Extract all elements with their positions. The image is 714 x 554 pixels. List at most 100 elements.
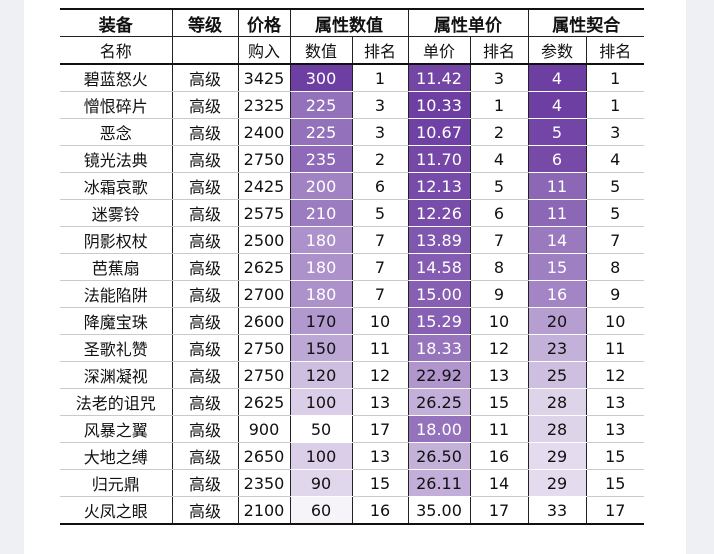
cell-value: 150 xyxy=(290,334,353,362)
cell-price: 2750 xyxy=(238,361,291,389)
header-row-top: 装备 等级 价格 属性数值 属性单价 属性契合 xyxy=(60,8,644,37)
cell-grade: 高级 xyxy=(172,280,239,308)
subheader-value-rank: 排名 xyxy=(352,36,409,65)
subheader-grade xyxy=(172,36,239,65)
table-row: 大地之缚 高级 2650 100 13 26.50 16 29 15 xyxy=(60,442,644,470)
cell-price: 2600 xyxy=(238,307,291,335)
cell-price: 2625 xyxy=(238,388,291,416)
table-row: 深渊凝视 高级 2750 120 12 22.92 13 25 12 xyxy=(60,361,644,389)
cell-value: 210 xyxy=(290,199,353,227)
table-row: 迷雾铃 高级 2575 210 5 12.26 6 11 5 xyxy=(60,199,644,227)
cell-value: 100 xyxy=(290,442,353,470)
cell-param-rank: 7 xyxy=(586,226,644,254)
cell-value-rank: 13 xyxy=(352,442,409,470)
table-row: 圣歌礼赞 高级 2750 150 11 18.33 12 23 11 xyxy=(60,334,644,362)
cell-unit-price: 15.29 xyxy=(408,307,471,335)
cell-param: 15 xyxy=(528,253,587,281)
subheader-unit-price: 单价 xyxy=(408,36,471,65)
cell-price: 2575 xyxy=(238,199,291,227)
cell-value-rank: 13 xyxy=(352,388,409,416)
cell-param-rank: 12 xyxy=(586,361,644,389)
cell-unit-price: 14.58 xyxy=(408,253,471,281)
cell-grade: 高级 xyxy=(172,496,239,525)
table-row: 冰霜哀歌 高级 2425 200 6 12.13 5 11 5 xyxy=(60,172,644,200)
cell-unit-rank: 10 xyxy=(470,307,529,335)
header-attr-value: 属性数值 xyxy=(290,8,409,37)
cell-unit-rank: 2 xyxy=(470,118,529,146)
cell-param: 14 xyxy=(528,226,587,254)
cell-name: 碧蓝怒火 xyxy=(60,64,173,92)
table-row: 火凤之眼 高级 2100 60 16 35.00 17 33 17 xyxy=(60,496,644,525)
cell-value: 120 xyxy=(290,361,353,389)
cell-value-rank: 1 xyxy=(352,64,409,92)
cell-unit-rank: 5 xyxy=(470,172,529,200)
cell-value-rank: 16 xyxy=(352,496,409,525)
cell-param-rank: 9 xyxy=(586,280,644,308)
cell-unit-price: 26.25 xyxy=(408,388,471,416)
cell-param: 29 xyxy=(528,469,587,497)
cell-price: 2650 xyxy=(238,442,291,470)
cell-name: 恶念 xyxy=(60,118,173,146)
cell-unit-price: 22.92 xyxy=(408,361,471,389)
cell-price: 2350 xyxy=(238,469,291,497)
subheader-value: 数值 xyxy=(290,36,353,65)
cell-value-rank: 10 xyxy=(352,307,409,335)
cell-param-rank: 4 xyxy=(586,145,644,173)
subheader-unit-rank: 排名 xyxy=(470,36,529,65)
cell-param-rank: 11 xyxy=(586,334,644,362)
cell-price: 2625 xyxy=(238,253,291,281)
cell-value: 60 xyxy=(290,496,353,525)
cell-unit-rank: 3 xyxy=(470,64,529,92)
cell-name: 芭蕉扇 xyxy=(60,253,173,281)
cell-unit-price: 10.67 xyxy=(408,118,471,146)
cell-unit-price: 12.13 xyxy=(408,172,471,200)
table-row: 法能陷阱 高级 2700 180 7 15.00 9 16 9 xyxy=(60,280,644,308)
cell-unit-rank: 1 xyxy=(470,91,529,119)
cell-grade: 高级 xyxy=(172,469,239,497)
cell-name: 冰霜哀歌 xyxy=(60,172,173,200)
cell-price: 2425 xyxy=(238,172,291,200)
cell-name: 憎恨碎片 xyxy=(60,91,173,119)
cell-grade: 高级 xyxy=(172,334,239,362)
table-row: 憎恨碎片 高级 2325 225 3 10.33 1 4 1 xyxy=(60,91,644,119)
cell-value-rank: 7 xyxy=(352,253,409,281)
cell-grade: 高级 xyxy=(172,118,239,146)
header-row-sub: 名称 购入 数值 排名 单价 排名 参数 排名 xyxy=(60,36,644,65)
cell-value-rank: 11 xyxy=(352,334,409,362)
cell-param: 29 xyxy=(528,442,587,470)
cell-unit-price: 12.26 xyxy=(408,199,471,227)
cell-param: 4 xyxy=(528,64,587,92)
table-row: 归元鼎 高级 2350 90 15 26.11 14 29 15 xyxy=(60,469,644,497)
cell-grade: 高级 xyxy=(172,388,239,416)
cell-value: 180 xyxy=(290,226,353,254)
cell-grade: 高级 xyxy=(172,172,239,200)
cell-value: 180 xyxy=(290,280,353,308)
cell-unit-price: 10.33 xyxy=(408,91,471,119)
cell-param-rank: 8 xyxy=(586,253,644,281)
cell-name: 降魔宝珠 xyxy=(60,307,173,335)
subheader-name: 名称 xyxy=(60,36,173,65)
cell-price: 2400 xyxy=(238,118,291,146)
cell-unit-price: 26.50 xyxy=(408,442,471,470)
header-attr-fit: 属性契合 xyxy=(528,8,644,37)
cell-value: 225 xyxy=(290,91,353,119)
cell-name: 深渊凝视 xyxy=(60,361,173,389)
cell-unit-price: 13.89 xyxy=(408,226,471,254)
cell-grade: 高级 xyxy=(172,91,239,119)
cell-value-rank: 12 xyxy=(352,361,409,389)
cell-unit-price: 18.33 xyxy=(408,334,471,362)
cell-grade: 高级 xyxy=(172,361,239,389)
cell-param-rank: 1 xyxy=(586,64,644,92)
cell-value-rank: 7 xyxy=(352,280,409,308)
cell-param: 25 xyxy=(528,361,587,389)
cell-name: 法能陷阱 xyxy=(60,280,173,308)
cell-unit-rank: 7 xyxy=(470,226,529,254)
cell-price: 3425 xyxy=(238,64,291,92)
cell-param: 4 xyxy=(528,91,587,119)
header-price: 价格 xyxy=(238,8,291,37)
cell-param-rank: 13 xyxy=(586,415,644,443)
cell-name: 圣歌礼赞 xyxy=(60,334,173,362)
table-row: 碧蓝怒火 高级 3425 300 1 11.42 3 4 1 xyxy=(60,64,644,92)
subheader-param-rank: 排名 xyxy=(586,36,644,65)
cell-value: 100 xyxy=(290,388,353,416)
